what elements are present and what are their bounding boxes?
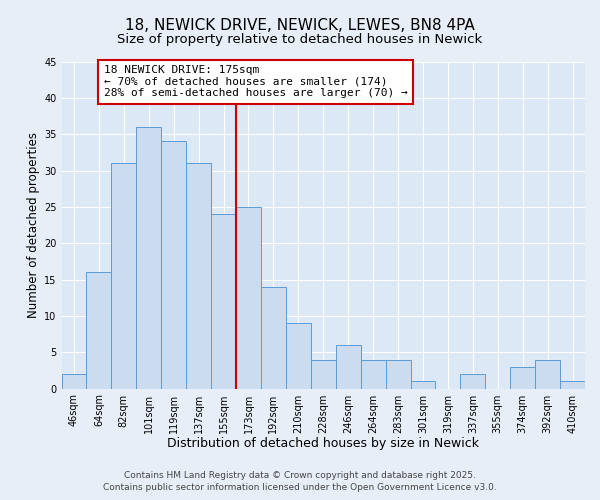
Bar [211, 214, 236, 388]
Bar [261, 287, 286, 388]
Bar [311, 360, 336, 388]
Y-axis label: Number of detached properties: Number of detached properties [27, 132, 40, 318]
Bar [361, 360, 386, 388]
Bar [560, 382, 585, 388]
Bar [410, 382, 436, 388]
X-axis label: Distribution of detached houses by size in Newick: Distribution of detached houses by size … [167, 437, 479, 450]
Text: Contains HM Land Registry data © Crown copyright and database right 2025.
Contai: Contains HM Land Registry data © Crown c… [103, 471, 497, 492]
Bar [386, 360, 410, 388]
Bar [336, 345, 361, 389]
Bar [535, 360, 560, 388]
Bar [112, 164, 136, 388]
Bar [460, 374, 485, 388]
Bar [186, 164, 211, 388]
Bar [510, 367, 535, 388]
Text: 18, NEWICK DRIVE, NEWICK, LEWES, BN8 4PA: 18, NEWICK DRIVE, NEWICK, LEWES, BN8 4PA [125, 18, 475, 32]
Bar [236, 207, 261, 388]
Bar [136, 127, 161, 388]
Text: 18 NEWICK DRIVE: 175sqm
← 70% of detached houses are smaller (174)
28% of semi-d: 18 NEWICK DRIVE: 175sqm ← 70% of detache… [104, 65, 407, 98]
Bar [161, 142, 186, 388]
Bar [286, 323, 311, 388]
Bar [62, 374, 86, 388]
Text: Size of property relative to detached houses in Newick: Size of property relative to detached ho… [118, 32, 482, 46]
Bar [86, 272, 112, 388]
